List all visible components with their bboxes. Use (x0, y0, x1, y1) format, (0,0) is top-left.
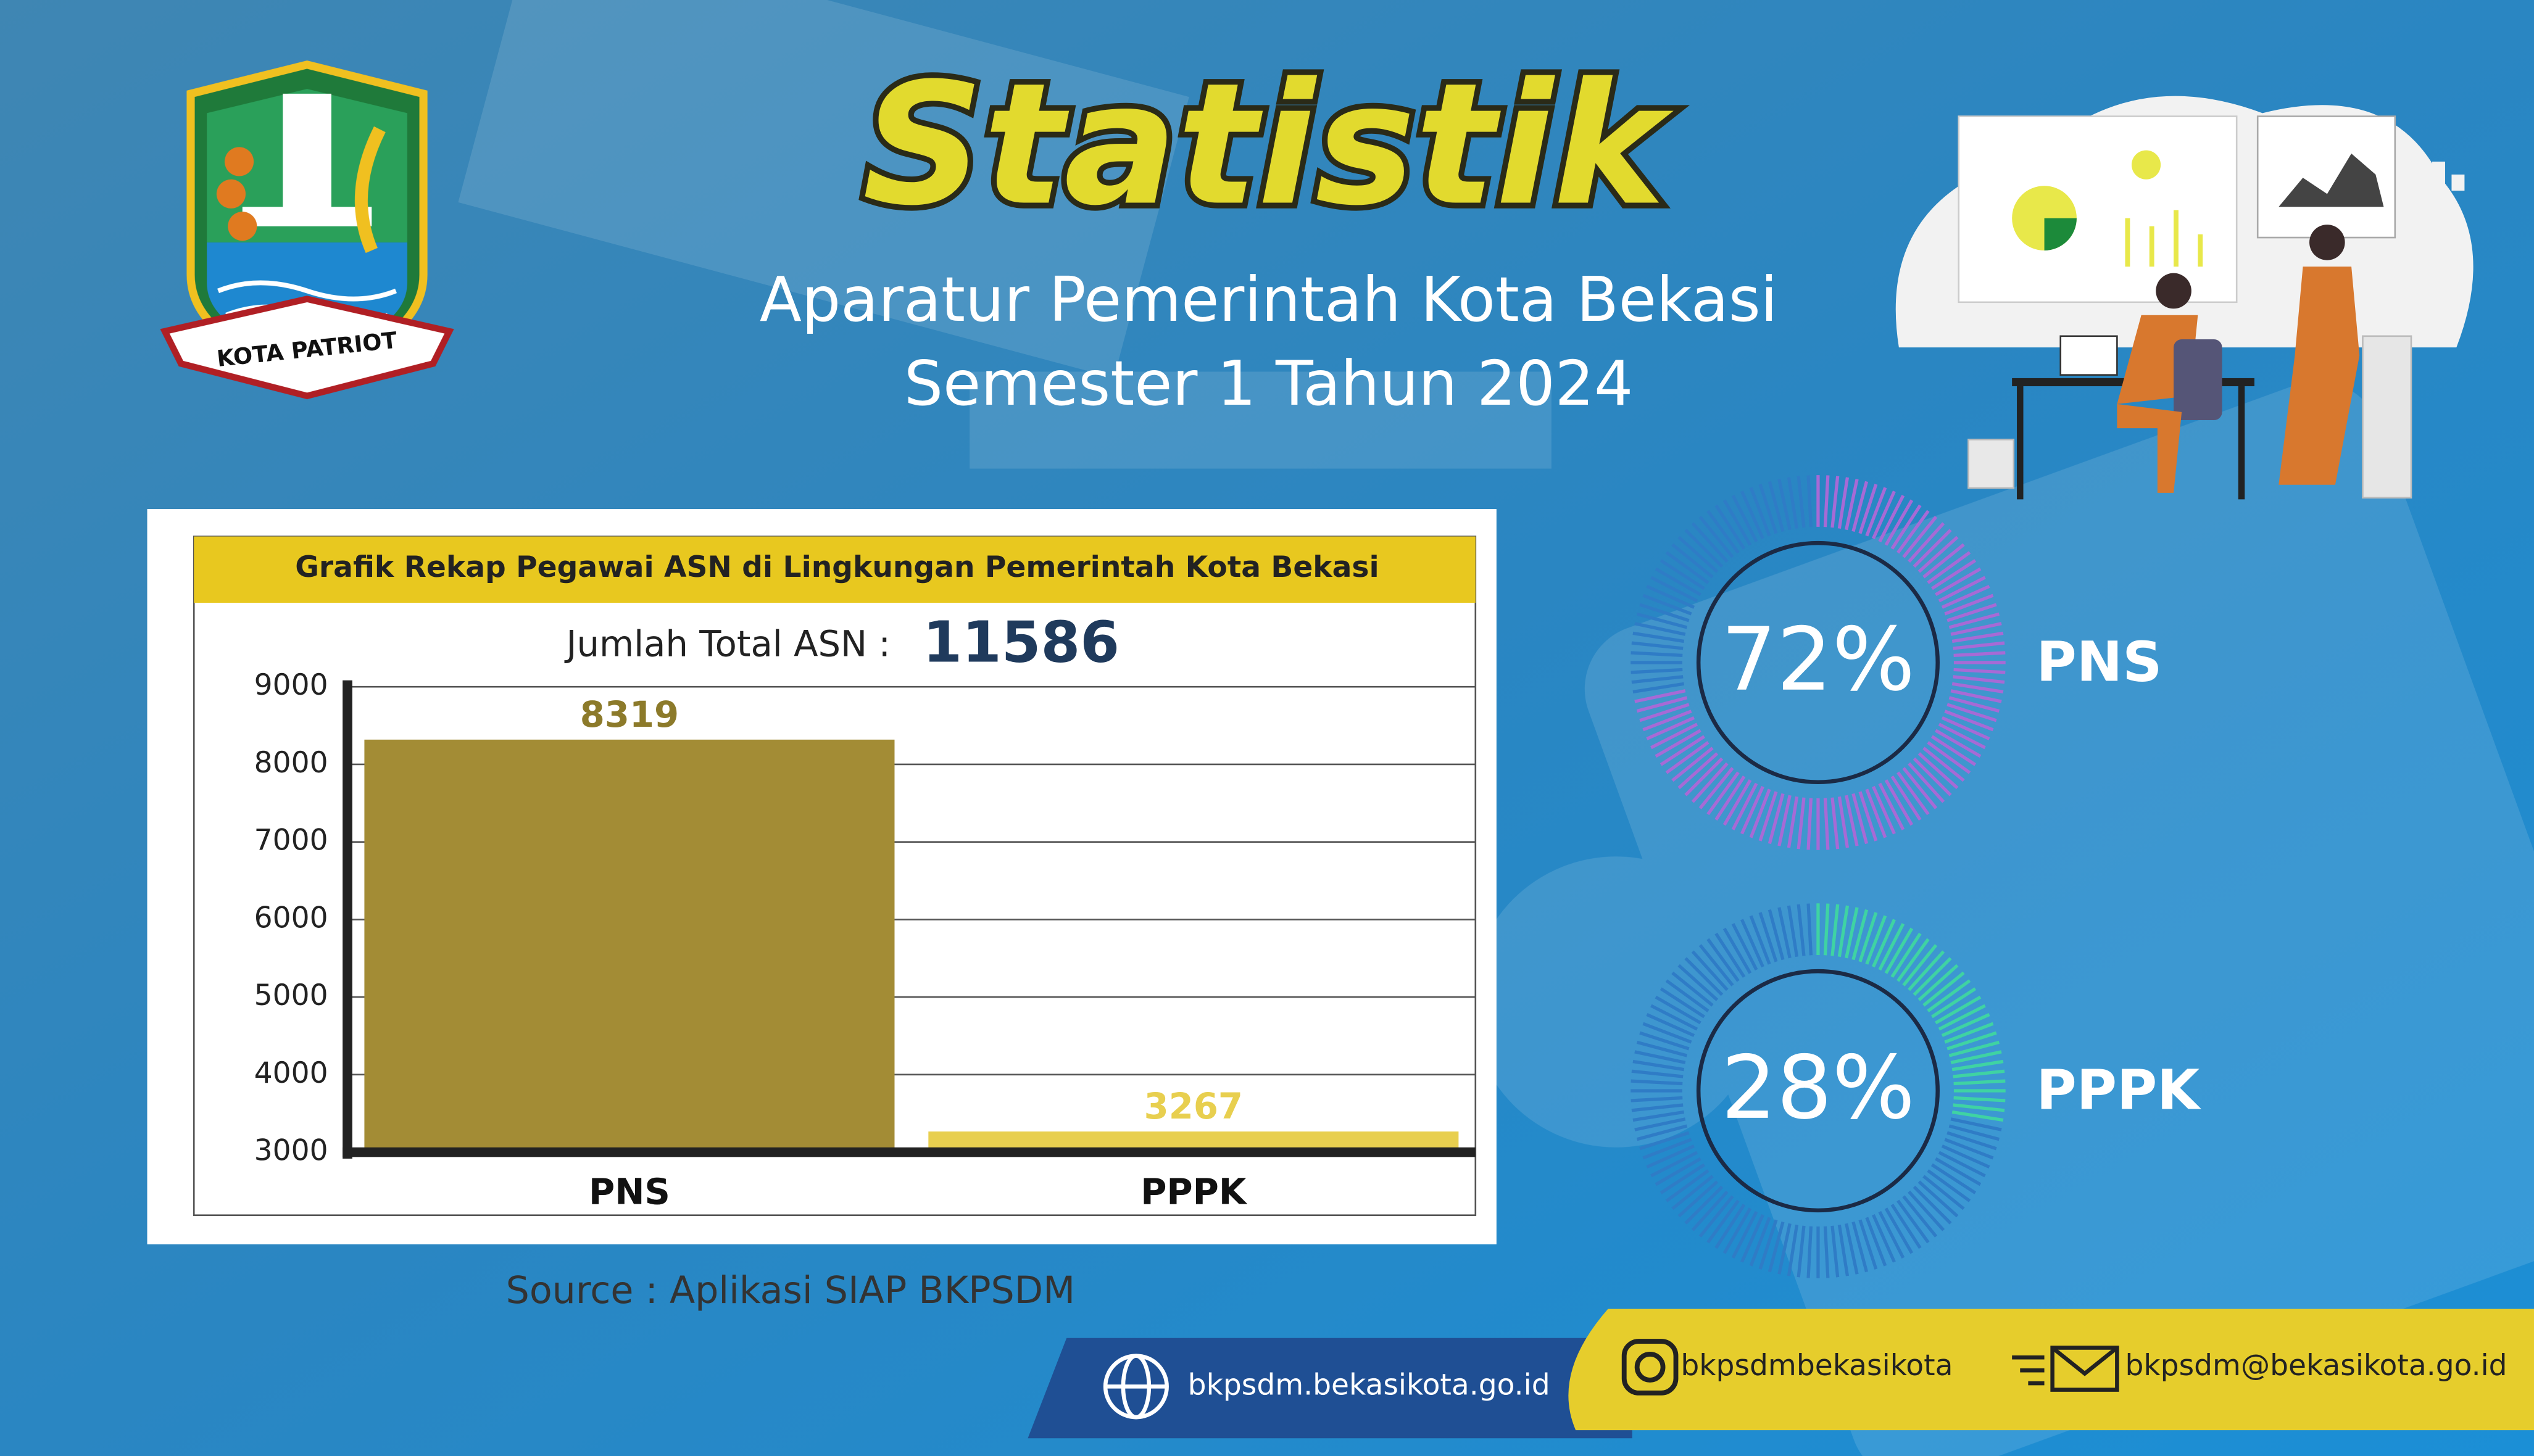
donut-charts: 72% PNS 28% PPPK (1630, 475, 2201, 1278)
percent-label: 72% (1721, 610, 1915, 711)
email-icon (2012, 1346, 2119, 1392)
chart-title: Grafik Rekap Pegawai ASN di Lingkungan P… (295, 550, 1379, 584)
category-label: PNS (2036, 630, 2162, 694)
category-label: PPPK (2036, 1058, 2201, 1122)
donut-track (1630, 475, 1813, 694)
y-tick-label: 9000 (254, 668, 328, 702)
donut-segment (1634, 475, 2006, 850)
value-label: 8319 (580, 694, 679, 735)
footer-instagram: bkpsdmbekasikota (1680, 1349, 1953, 1383)
donut-track (1630, 903, 2002, 1278)
footer-email: bkpsdm@bekasikota.go.id (2125, 1349, 2507, 1383)
illustration (1895, 96, 2474, 500)
x-tick-label: PPPK (1140, 1171, 1248, 1212)
instagram-icon (1621, 1339, 1679, 1396)
y-tick-label: 5000 (254, 978, 328, 1012)
percent-label: 28% (1721, 1038, 1915, 1139)
y-tick-label: 7000 (254, 824, 328, 858)
total-value: 11586 (923, 610, 1120, 676)
donut-center (1696, 969, 1940, 1213)
donut-center (1696, 540, 1940, 785)
subtitle-line: Aparatur Pemerintah Kota Bekasi (760, 265, 1777, 336)
y-tick-label: 8000 (254, 746, 328, 780)
subtitle-line: Semester 1 Tahun 2024 (904, 349, 1633, 420)
logo: KOTA PATRIOT (160, 60, 454, 400)
donut-segment (1816, 903, 2006, 1122)
web-icon (1103, 1354, 1169, 1420)
total-label: Jumlah Total ASN : (565, 623, 891, 664)
footer-band (1028, 1338, 1632, 1439)
value-label: 3267 (1144, 1086, 1243, 1127)
x-tick-label: PNS (589, 1171, 670, 1212)
title: Statistik (863, 48, 1674, 243)
y-tick-label: 6000 (254, 901, 328, 935)
bar-chart: 3000 4000 5000 6000 7000 8000 9000 8319 PNS 3267 P… (254, 668, 1476, 1212)
y-tick-label: 3000 (254, 1134, 328, 1168)
chart-header (194, 536, 1476, 603)
y-tick-label: 4000 (254, 1056, 328, 1090)
footer-website: bkpsdm.bekasikota.go.id (1188, 1368, 1550, 1402)
bar (364, 739, 895, 1152)
source: Source : Aplikasi SIAP BKPSDM (506, 1269, 1075, 1312)
